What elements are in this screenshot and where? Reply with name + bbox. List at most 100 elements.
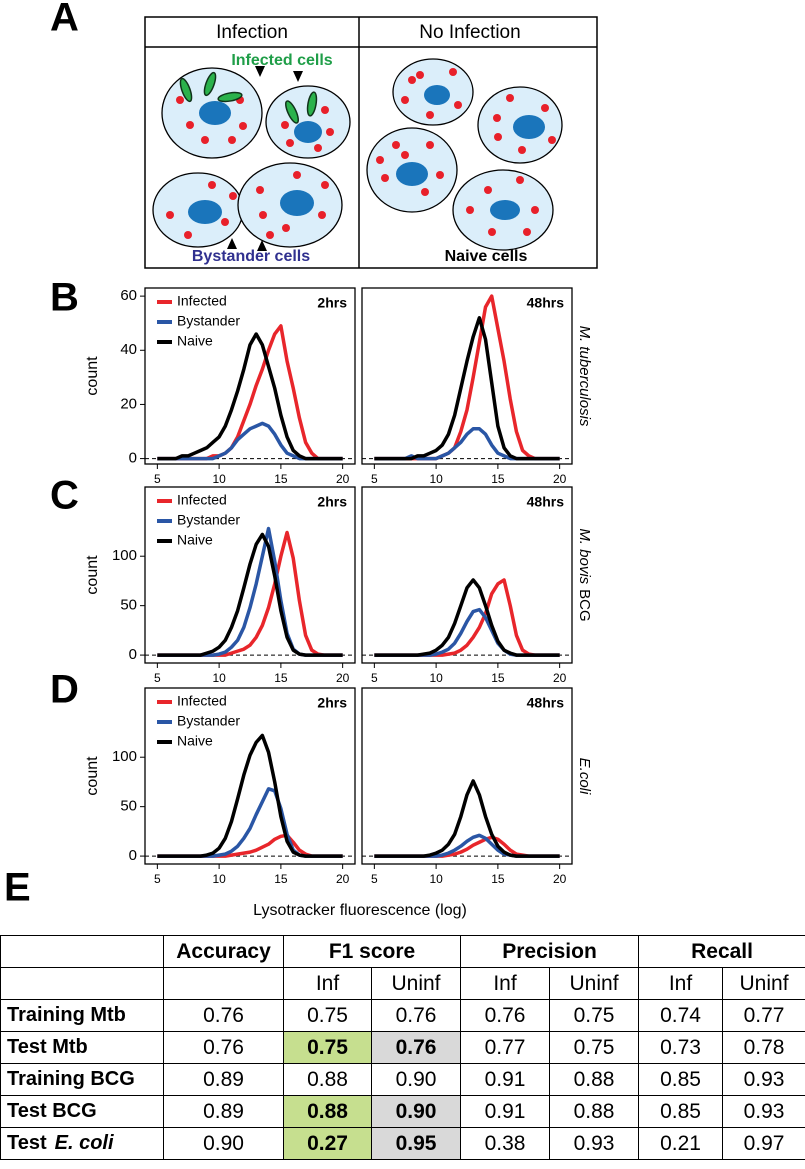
lysosome (548, 136, 556, 144)
panel-label: B (50, 276, 79, 320)
series-line (157, 532, 343, 657)
y-tick-label: 40 (120, 341, 137, 358)
nucleus (294, 121, 322, 143)
figure-graphics: A B C D E Infection No Infection Infecte… (4, 0, 598, 919)
row-label-text: Training Mtb (7, 1004, 126, 1026)
row-label-italic: E. coli (54, 1132, 114, 1154)
lysosome (506, 94, 514, 102)
chart-title: 48hrs (527, 295, 565, 311)
value-cell: 0.85 (638, 1063, 724, 1096)
empty-cell (0, 967, 164, 1000)
legend-label: Bystander (177, 713, 240, 729)
value-cell: 0.90 (370, 1063, 462, 1096)
lysosome (392, 141, 400, 149)
row-label-text: Test (7, 1132, 47, 1154)
row-label: Test BCG (0, 1095, 164, 1128)
column-header: Infection (216, 22, 288, 43)
empty-cell (0, 935, 164, 968)
organism-text: M. tuberculosis (576, 326, 593, 427)
plot-frame (144, 287, 356, 465)
value-cell: 0.76 (370, 999, 462, 1032)
lysosome (523, 228, 531, 236)
lysosome (259, 211, 267, 219)
metrics-table: Accuracy F1 score Precision Recall Inf Uninf I… (0, 935, 805, 1160)
subheader: Uninf (722, 967, 805, 1000)
lysosome (229, 192, 237, 200)
x-tick-label: 5 (371, 472, 378, 486)
series-line (374, 833, 560, 858)
value-cell: 0.88 (283, 1095, 372, 1128)
y-tick-label: 0 (129, 847, 137, 864)
x-tick-label: 20 (553, 671, 567, 685)
x-tick-label: 15 (491, 472, 505, 486)
value-cell: 0.75 (283, 1031, 372, 1064)
x-tick-label: 20 (336, 671, 350, 685)
y-tick-label: 0 (129, 450, 137, 467)
series-line (374, 578, 560, 657)
row-label-text: Training BCG (7, 1068, 135, 1090)
value-cell: 0.89 (163, 1095, 284, 1128)
chart-title: 2hrs (317, 295, 347, 311)
lysosome (484, 186, 492, 194)
subheader: Inf (638, 967, 724, 1000)
y-tick-label: 100 (112, 547, 137, 564)
legend-label: Bystander (177, 512, 240, 528)
lysosome (401, 151, 409, 159)
value-cell: 0.75 (549, 999, 640, 1032)
x-tick-label: 5 (154, 671, 161, 685)
bacterium (306, 91, 318, 117)
row-label: Training Mtb (0, 999, 164, 1032)
nucleus (424, 85, 450, 105)
organism-label: M. tuberculosis (576, 326, 593, 427)
x-axis-label: Lysotracker fluorescence (log) (253, 902, 467, 919)
legend-label: Bystander (177, 313, 240, 329)
value-cell: 0.93 (722, 1095, 805, 1128)
nucleus (199, 101, 231, 125)
x-tick-label: 10 (212, 872, 226, 886)
lysosome (314, 144, 322, 152)
nucleus (188, 200, 222, 224)
lysosome (494, 133, 502, 141)
lysosome (293, 171, 301, 179)
lysosome (518, 146, 526, 154)
header-row: Accuracy F1 score Precision Recall (0, 935, 805, 968)
value-cell: 0.85 (638, 1095, 724, 1128)
lysosome (516, 176, 524, 184)
lysosome (541, 104, 549, 112)
lysosome (286, 139, 294, 147)
value-cell: 0.88 (549, 1063, 640, 1096)
empty-cell (163, 967, 284, 1000)
value-cell: 0.91 (460, 1063, 551, 1096)
plot-frame (144, 486, 356, 664)
arrowhead (255, 66, 265, 77)
organism-label: M. bovis BCG (576, 528, 593, 621)
nucleus (490, 200, 520, 220)
lysosome (416, 71, 424, 79)
lysosome (184, 231, 192, 239)
legend-label: Infected (177, 693, 227, 709)
data-row: Test BCG 0.89 0.88 0.90 0.91 0.88 0.85 0.93 (0, 1095, 805, 1128)
value-cell: 0.90 (163, 1127, 284, 1160)
legend-label: Naive (177, 532, 213, 548)
chart-title: 2hrs (317, 494, 347, 510)
series-line (157, 421, 343, 461)
lysosome (531, 206, 539, 214)
y-axis-label: count (84, 555, 101, 595)
data-row: Training BCG 0.89 0.88 0.90 0.91 0.88 0.85 0.93 (0, 1063, 805, 1096)
value-cell: 0.27 (283, 1127, 372, 1160)
value-cell: 0.75 (549, 1031, 640, 1064)
column-header: No Infection (419, 22, 520, 43)
data-row: Training Mtb 0.76 0.75 0.76 0.76 0.75 0.74 0.77 (0, 999, 805, 1032)
y-axis-label: count (84, 756, 101, 796)
value-cell: 0.74 (638, 999, 724, 1032)
lysosome (426, 141, 434, 149)
bacterium (217, 91, 243, 103)
x-tick-label: 20 (336, 872, 350, 886)
nucleus (280, 190, 314, 216)
value-cell: 0.21 (638, 1127, 724, 1160)
series-line (374, 607, 560, 657)
arrowhead (293, 71, 303, 82)
subheader: Inf (460, 967, 551, 1000)
lysosome (282, 224, 290, 232)
